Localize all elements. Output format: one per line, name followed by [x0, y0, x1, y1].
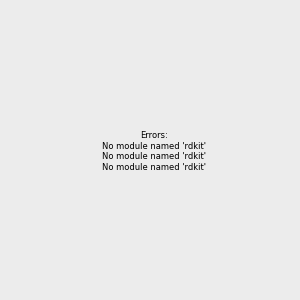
Text: Errors:
No module named 'rdkit'
No module named 'rdkit'
No module named 'rdkit': Errors: No module named 'rdkit' No modul… — [102, 131, 206, 172]
